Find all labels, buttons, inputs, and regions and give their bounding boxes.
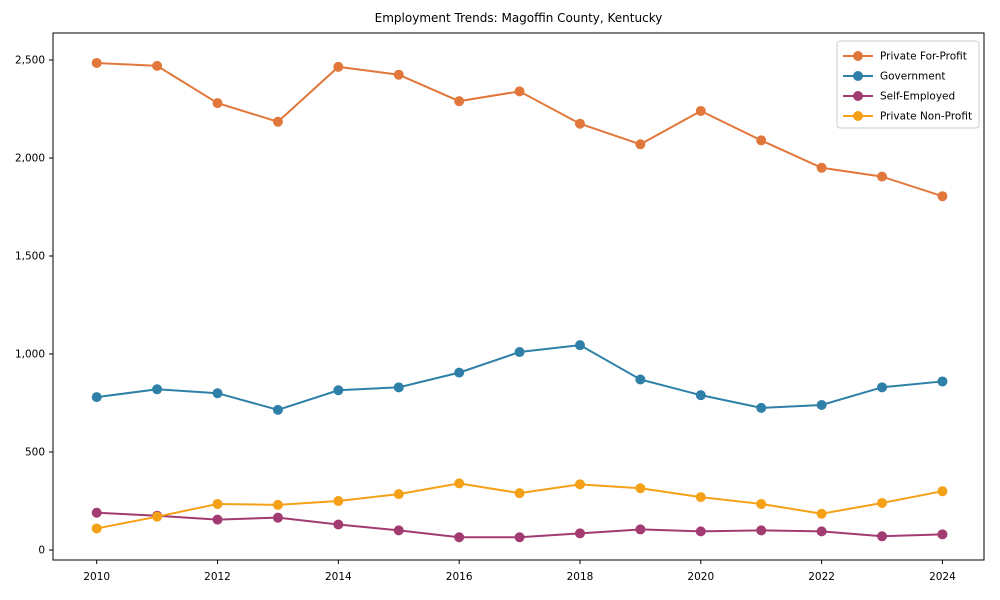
data-point-self-employed — [937, 529, 948, 540]
data-point-private-non-profit — [454, 478, 465, 489]
legend-box — [836, 40, 980, 129]
data-point-private-for-profit — [574, 118, 585, 129]
axes-frame — [52, 32, 985, 561]
data-point-government — [937, 376, 948, 387]
legend-label-private-for-profit: Private For-Profit — [880, 51, 967, 63]
data-point-private-for-profit — [212, 98, 223, 109]
data-point-private-for-profit — [816, 162, 827, 173]
y-tick-label: 500 — [25, 447, 45, 459]
legend-label-private-non-profit: Private Non-Profit — [880, 111, 972, 123]
data-point-government — [695, 390, 706, 401]
data-point-private-for-profit — [454, 96, 465, 107]
data-point-self-employed — [91, 507, 102, 518]
data-point-private-non-profit — [937, 486, 948, 497]
legend-marker-private-non-profit — [853, 111, 863, 121]
data-point-private-non-profit — [574, 479, 585, 490]
data-point-private-for-profit — [695, 105, 706, 116]
y-tick-label: 1,500 — [15, 251, 45, 263]
data-point-self-employed — [816, 526, 827, 537]
data-point-private-non-profit — [756, 498, 767, 509]
y-tick-label: 2,500 — [15, 55, 45, 67]
data-point-private-for-profit — [333, 61, 344, 72]
data-point-private-for-profit — [877, 171, 888, 182]
data-point-self-employed — [635, 524, 646, 535]
chart-title: Employment Trends: Magoffin County, Kent… — [375, 11, 663, 25]
data-point-private-for-profit — [152, 60, 163, 71]
data-point-self-employed — [272, 512, 283, 523]
data-point-private-non-profit — [91, 523, 102, 534]
plot-area: 0 500 1,000 1,500 2,000 2,500 2010 2012 2014 2016… — [15, 32, 985, 583]
legend: Private For-Profit Government Self-Employe… — [836, 40, 980, 129]
y-tick-label: 0 — [38, 545, 45, 557]
x-tick-label: 2014 — [325, 571, 352, 583]
data-point-self-employed — [695, 526, 706, 537]
data-point-private-for-profit — [393, 69, 404, 80]
x-tick-label: 2016 — [446, 571, 473, 583]
x-tick-label: 2020 — [687, 571, 714, 583]
data-point-government — [393, 382, 404, 393]
data-point-government — [574, 340, 585, 351]
data-point-private-non-profit — [695, 492, 706, 503]
data-point-private-for-profit — [937, 191, 948, 202]
legend-marker-self-employed — [853, 91, 863, 101]
legend-label-government: Government — [880, 71, 945, 83]
data-point-government — [212, 388, 223, 399]
data-point-private-for-profit — [635, 139, 646, 150]
legend-marker-government — [853, 71, 863, 81]
x-tick-label: 2022 — [808, 571, 835, 583]
data-point-self-employed — [333, 519, 344, 530]
legend-marker-private-for-profit — [853, 51, 863, 61]
data-point-self-employed — [877, 531, 888, 542]
y-tick-label: 2,000 — [15, 153, 45, 165]
data-point-government — [454, 367, 465, 378]
data-point-government — [514, 347, 525, 358]
data-point-private-non-profit — [272, 499, 283, 510]
data-point-private-non-profit — [212, 498, 223, 509]
data-point-self-employed — [212, 514, 223, 525]
x-tick-label: 2012 — [204, 571, 231, 583]
data-point-private-non-profit — [877, 497, 888, 508]
data-point-self-employed — [514, 532, 525, 543]
data-point-government — [635, 374, 646, 385]
data-point-government — [272, 404, 283, 415]
data-point-private-non-profit — [152, 511, 163, 522]
data-point-self-employed — [756, 525, 767, 536]
data-point-government — [816, 399, 827, 410]
data-point-government — [152, 384, 163, 395]
data-point-private-for-profit — [91, 57, 102, 68]
series-line-private-for-profit — [96, 61, 943, 198]
data-point-government — [333, 385, 344, 396]
data-point-private-non-profit — [333, 496, 344, 506]
data-point-government — [877, 382, 888, 393]
x-tick-label: 2010 — [83, 571, 110, 583]
data-point-private-non-profit — [635, 483, 646, 494]
data-point-private-for-profit — [272, 116, 283, 127]
data-point-private-non-profit — [816, 508, 827, 519]
data-point-government — [756, 402, 767, 413]
data-point-private-for-profit — [514, 86, 525, 97]
x-tick-label: 2018 — [567, 571, 594, 583]
data-point-private-non-profit — [393, 489, 404, 500]
data-point-self-employed — [454, 532, 465, 543]
data-point-self-employed — [574, 528, 585, 539]
legend-label-self-employed: Self-Employed — [880, 91, 955, 103]
y-tick-label: 1,000 — [15, 349, 45, 361]
data-point-private-non-profit — [514, 488, 525, 499]
data-point-private-for-profit — [756, 135, 767, 146]
data-point-self-employed — [393, 525, 404, 536]
x-tick-label: 2024 — [929, 571, 956, 583]
data-point-government — [91, 392, 102, 403]
